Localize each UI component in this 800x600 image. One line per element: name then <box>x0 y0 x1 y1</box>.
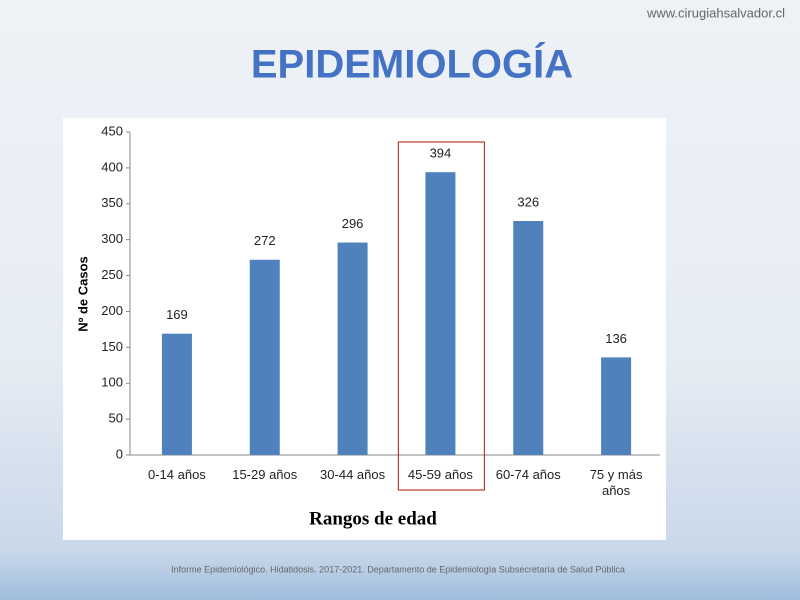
bar <box>337 242 368 455</box>
x-tick-label: 60-74 años <box>495 467 561 482</box>
value-label: 136 <box>605 331 627 346</box>
x-tick-label: 0-14 años <box>147 467 206 482</box>
y-axis-label: Nº de Casos <box>75 256 90 332</box>
y-tick-label: 400 <box>101 159 123 174</box>
y-tick-label: 50 <box>109 411 123 426</box>
y-tick-label: 250 <box>101 267 123 282</box>
value-label: 272 <box>254 233 276 248</box>
bar <box>513 221 544 455</box>
value-label: 394 <box>430 146 452 161</box>
y-tick-label: 450 <box>101 123 123 138</box>
y-tick-label: 350 <box>101 195 123 210</box>
bar <box>161 333 192 455</box>
y-tick-label: 200 <box>101 303 123 318</box>
value-label: 326 <box>517 194 539 209</box>
chart-title: EPIDEMIOLOGÍA <box>251 42 573 87</box>
y-tick-label: 0 <box>116 446 123 461</box>
value-label: 169 <box>166 307 188 322</box>
site-url: www.cirugiahsalvador.cl <box>646 5 785 20</box>
y-tick-label: 100 <box>101 375 123 390</box>
bar <box>425 172 456 455</box>
x-tick-label: 75 y más años <box>589 467 643 498</box>
highlight-box <box>397 141 486 491</box>
x-tick-label: 15-29 años <box>232 467 298 482</box>
bar <box>601 357 632 455</box>
x-tick-label: 30-44 años <box>320 467 386 482</box>
y-tick-label: 150 <box>101 339 123 354</box>
value-label: 296 <box>342 216 364 231</box>
x-axis-label: Rangos de edad <box>309 508 437 529</box>
y-tick-label: 300 <box>101 231 123 246</box>
x-tick-label: 45-59 años <box>407 467 473 482</box>
footer-note: Informe Epidemiológico. Hidatidosis. 201… <box>171 564 625 574</box>
bar <box>249 259 280 455</box>
